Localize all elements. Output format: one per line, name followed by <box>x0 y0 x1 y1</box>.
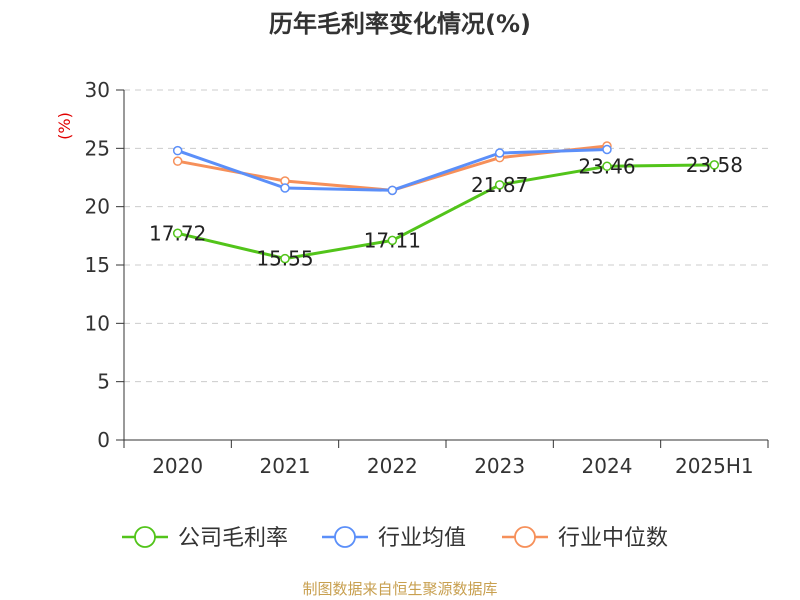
data-labels: 17.72 15.55 17.11 21.87 23.46 23.58 <box>149 153 743 271</box>
y-axis-unit-label: (%) <box>55 112 74 140</box>
data-point <box>387 235 398 246</box>
source-note: 制图数据来自恒生聚源数据库 <box>302 580 497 598</box>
legend-marker <box>334 526 356 548</box>
legend-label: 公司毛利率 <box>178 526 288 551</box>
y-tick-label: 5 <box>97 370 110 394</box>
data-point <box>172 156 183 166</box>
legend: 公司毛利率 行业均值 行业中位数 <box>122 526 668 551</box>
data-point <box>172 145 183 156</box>
y-tick-label: 20 <box>85 195 110 219</box>
data-label: 23.46 <box>578 154 635 178</box>
data-point <box>172 228 183 239</box>
data-point <box>494 180 505 190</box>
axes: 0 5 10 15 20 25 30 2020 2021 2022 2023 2024 2025H1 <box>85 78 769 478</box>
data-point <box>280 183 290 193</box>
data-point <box>602 161 612 172</box>
data-point <box>280 253 290 264</box>
data-label: 17.72 <box>149 221 206 245</box>
data-point <box>387 185 398 196</box>
data-label: 17.11 <box>364 228 421 252</box>
x-tick-label: 2023 <box>474 454 525 478</box>
x-tick-label: 2022 <box>367 454 418 478</box>
x-tick-label: 2021 <box>260 454 311 478</box>
data-label: 21.87 <box>471 173 528 197</box>
data-label: 23.58 <box>686 153 743 177</box>
x-tick-label: 2025H1 <box>675 454 754 478</box>
legend-item: 公司毛利率 <box>122 526 288 551</box>
chart-title: 历年毛利率变化情况(%) <box>269 10 531 38</box>
data-point <box>709 160 720 170</box>
y-tick-label: 10 <box>85 311 110 335</box>
x-tick-label: 2024 <box>582 454 633 478</box>
y-tick-label: 15 <box>85 253 110 277</box>
series-layer <box>172 141 720 264</box>
legend-label: 行业均值 <box>378 526 466 551</box>
data-label: 15.55 <box>256 247 313 271</box>
legend-item: 行业均值 <box>322 526 466 551</box>
series-line <box>177 163 715 261</box>
grid-lines <box>124 89 768 383</box>
y-tick-label: 25 <box>85 136 110 160</box>
data-point <box>602 144 612 155</box>
y-tick-label: 30 <box>85 78 110 102</box>
legend-item: 行业中位数 <box>502 526 668 551</box>
data-point <box>494 148 505 158</box>
series-line <box>177 148 608 192</box>
y-tick-label: 0 <box>97 428 110 452</box>
legend-label: 行业中位数 <box>558 526 668 551</box>
legend-marker <box>514 526 536 548</box>
legend-marker <box>134 526 156 548</box>
x-tick-label: 2020 <box>152 454 203 478</box>
